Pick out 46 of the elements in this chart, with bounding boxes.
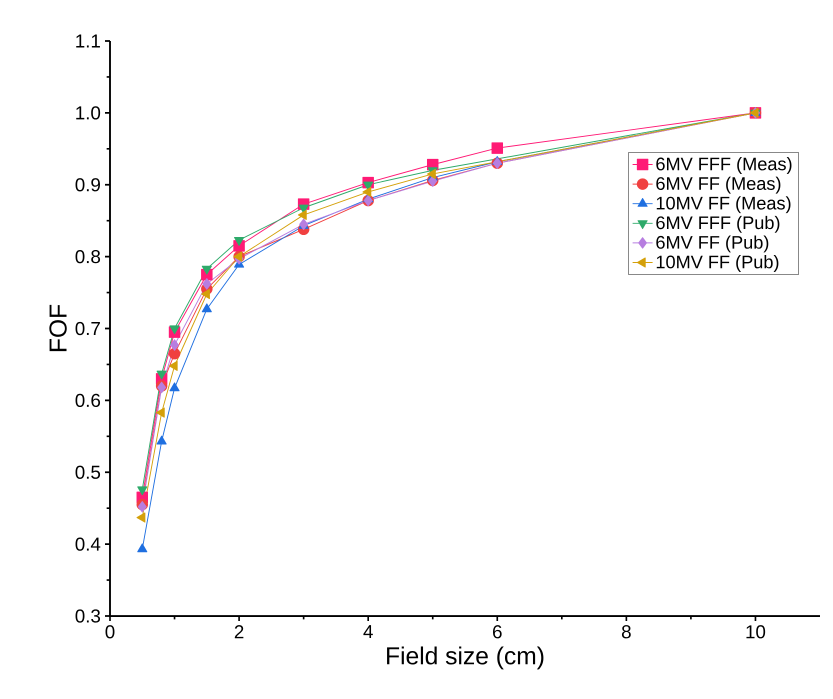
y-tick-label: 0.7 — [76, 322, 100, 336]
x-tick-label: 4 — [363, 625, 373, 638]
point — [492, 142, 504, 154]
point — [138, 501, 147, 512]
point — [168, 360, 178, 371]
point — [170, 339, 179, 351]
y-tick-label: 1.0 — [76, 106, 100, 120]
point — [362, 186, 372, 197]
y-tick-label: 0.8 — [76, 250, 100, 264]
legend-label: 6MV FF (Meas) — [656, 176, 780, 194]
point — [156, 436, 167, 444]
point — [202, 266, 212, 275]
point — [233, 252, 242, 262]
x-axis-title: Field size (cm) — [387, 646, 544, 670]
x-tick-label: 2 — [234, 625, 244, 638]
point — [298, 204, 309, 214]
point — [137, 486, 148, 496]
legend-label: 6MV FFF (Pub) — [656, 216, 780, 233]
point — [170, 382, 180, 392]
point — [156, 408, 165, 418]
y-tick-label: 1.1 — [76, 34, 100, 48]
point — [202, 303, 212, 312]
legend-label: 6MV FF (Pub) — [656, 235, 768, 252]
y-tick-label: 0.9 — [76, 178, 100, 192]
point — [201, 288, 210, 300]
y-tick-label: 0.6 — [76, 394, 100, 408]
x-tick-label: 6 — [493, 625, 502, 638]
y-tick-label: 0.5 — [76, 466, 100, 479]
point — [234, 236, 244, 246]
x-tick-label: 8 — [622, 625, 631, 638]
y-tick-label: 0.4 — [76, 537, 100, 551]
point — [426, 168, 436, 180]
point — [170, 325, 180, 334]
point — [136, 512, 146, 523]
point — [298, 210, 307, 220]
point — [202, 278, 212, 290]
legend-label: 10MV FF (Pub) — [656, 255, 778, 272]
legend-label: 6MV FFF (Meas) — [656, 157, 792, 174]
point — [168, 348, 180, 360]
y-axis-title: FOF — [49, 304, 67, 352]
x-tick-label: 0 — [106, 625, 114, 638]
legend-label: 10MV FF (Meas) — [656, 196, 790, 214]
point — [137, 543, 148, 552]
x-tick-label: 10 — [746, 625, 766, 638]
point — [363, 182, 374, 190]
y-tick-label: 0.3 — [76, 609, 100, 623]
